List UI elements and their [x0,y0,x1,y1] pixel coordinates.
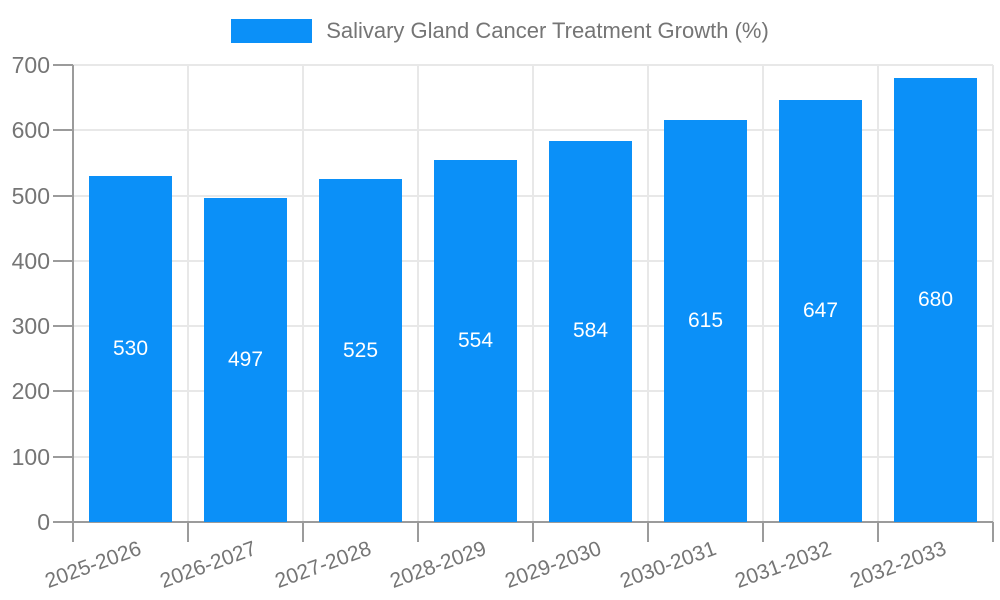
bar-value-label: 615 [687,309,724,333]
bar[interactable] [779,99,862,522]
y-axis-tick [53,325,73,328]
legend-swatch [231,19,313,43]
y-axis-tick-label: 600 [11,117,50,144]
y-axis-tick [53,455,73,458]
y-axis-line [72,65,74,542]
y-axis-tick [53,521,73,523]
bar[interactable] [664,120,747,522]
bar-value-label: 584 [572,319,609,343]
bar-value-label: 525 [342,338,379,362]
y-axis-tick [53,64,73,66]
x-axis-tick [302,522,304,542]
x-axis-tick [992,522,994,542]
bar-value-label: 680 [917,288,954,312]
bar[interactable] [549,140,632,522]
x-axis-line [73,521,993,523]
bar[interactable] [204,197,287,522]
gridline-v [647,65,649,522]
bar-value-label: 530 [112,336,149,360]
gridline-v [187,65,189,522]
gridline-v [532,65,534,522]
gridline-v [762,65,764,522]
x-axis-tick [762,522,764,542]
x-axis-tick [647,522,649,542]
y-axis-tick [53,194,73,197]
x-axis-tick [417,522,419,542]
x-axis-tick-label: 2032-2033 [847,537,950,593]
gridline-v [877,65,879,522]
y-axis-tick-label: 300 [11,313,50,340]
x-axis-tick [187,522,189,542]
bar[interactable] [434,160,517,522]
gridline-v [417,65,419,522]
bar[interactable] [894,78,977,522]
y-axis-tick [53,390,73,393]
chart-legend[interactable]: Salivary Gland Cancer Treatment Growth (… [0,19,1000,43]
gridline-v [992,65,994,522]
x-axis-tick [532,522,534,542]
bar[interactable] [319,179,402,522]
bar-value-label: 497 [227,347,264,371]
y-axis-tick-label: 100 [11,443,50,470]
bar-value-label: 647 [802,298,839,322]
y-axis-tick-label: 400 [11,247,50,274]
y-axis-tick-label: 700 [11,52,50,78]
y-axis-tick-label: 500 [11,182,50,209]
bar-value-label: 554 [457,329,494,353]
x-axis-tick [877,522,879,542]
bar[interactable] [89,175,172,522]
y-axis-tick [53,259,73,262]
x-axis-tick-label-box: 2032-2033 [732,537,949,593]
gridline-v [302,65,304,522]
y-axis-tick-label: 0 [37,509,50,535]
legend-label: Salivary Gland Cancer Treatment Growth (… [326,18,769,43]
y-axis-tick [53,129,73,132]
y-axis-tick-label: 200 [11,378,50,405]
